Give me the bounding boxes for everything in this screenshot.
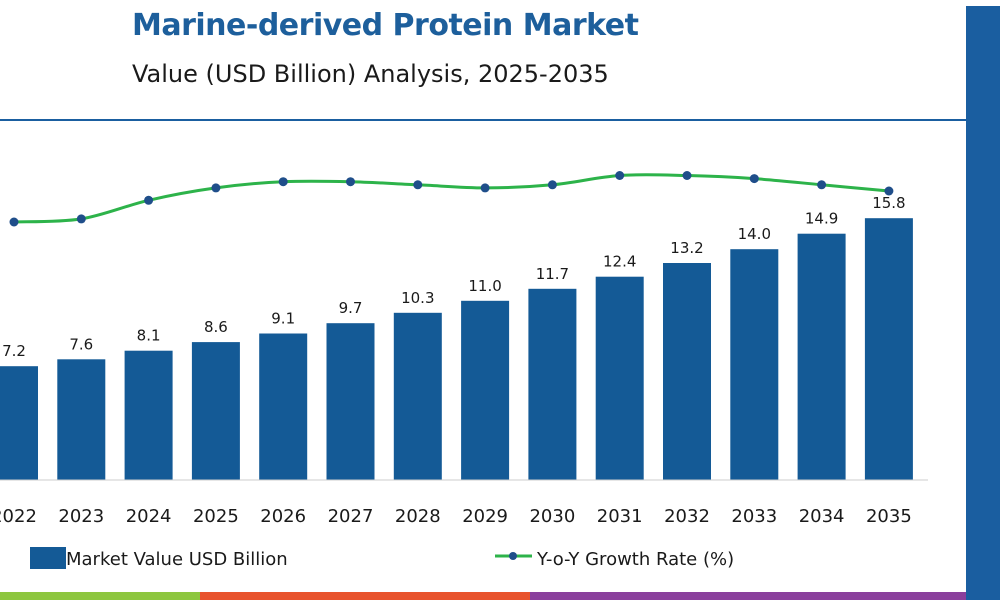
growth-point-2028 (413, 180, 423, 190)
x-tick-2028: 2028 (395, 506, 441, 527)
value-label-2035: 15.8 (872, 194, 905, 212)
bar-2024 (124, 350, 173, 480)
value-label-2022: 7.2 (2, 342, 26, 360)
bar-2025 (191, 342, 240, 480)
growth-rate-line (13, 173, 890, 224)
growth-point-2033 (749, 174, 759, 184)
growth-point-2022 (9, 217, 19, 227)
bar-2023 (57, 359, 106, 480)
growth-point-2035 (884, 186, 894, 196)
bar-2031 (595, 276, 644, 480)
bar-2030 (528, 288, 577, 480)
value-label-2025: 8.6 (204, 318, 228, 336)
x-tick-2034: 2034 (799, 506, 845, 527)
growth-point-2026 (278, 177, 288, 187)
growth-point-2032 (682, 171, 692, 180)
value-label-2030: 11.7 (536, 265, 569, 283)
x-tick-2035: 2035 (866, 506, 912, 527)
chart-subtitle: Value (USD Billion) Analysis, 2025-2035 (132, 60, 609, 88)
value-label-2027: 9.7 (339, 299, 363, 317)
bar-2028 (393, 312, 442, 480)
growth-point-2023 (76, 214, 86, 224)
value-label-2031: 12.4 (603, 253, 636, 271)
value-label-2028: 10.3 (401, 289, 434, 307)
growth-point-2029 (480, 183, 490, 193)
bar-2026 (259, 333, 308, 480)
x-tick-2032: 2032 (664, 506, 710, 527)
growth-point-2024 (144, 195, 154, 205)
bar-2027 (326, 323, 375, 480)
x-tick-2025: 2025 (193, 506, 239, 527)
value-label-2026: 9.1 (271, 310, 295, 328)
growth-point-2031 (615, 171, 625, 180)
x-tick-2026: 2026 (260, 506, 306, 527)
growth-point-2025 (211, 183, 221, 193)
bar-2022 (0, 366, 38, 480)
bar-2034 (797, 233, 846, 480)
value-label-2024: 8.1 (137, 327, 161, 345)
x-tick-2024: 2024 (126, 506, 172, 527)
legend-bar-label: Market Value USD Billion (66, 549, 288, 570)
bar-2029 (461, 300, 510, 480)
growth-point-2027 (346, 177, 355, 187)
bar-2035 (864, 218, 913, 480)
x-tick-2023: 2023 (58, 506, 104, 527)
footer-stripe-orange (200, 592, 530, 600)
value-label-2032: 13.2 (670, 239, 703, 257)
bar-2033 (730, 249, 779, 480)
x-tick-2027: 2027 (328, 506, 374, 527)
x-tick-2030: 2030 (529, 506, 575, 527)
legend-line-marker (509, 552, 517, 560)
bar-2032 (663, 263, 711, 480)
x-tick-2029: 2029 (462, 506, 508, 527)
value-label-2034: 14.9 (805, 210, 838, 228)
value-label-2033: 14.0 (738, 225, 771, 243)
side-panel (966, 6, 1000, 600)
value-label-2023: 7.6 (69, 335, 93, 353)
legend-line-label: Y-o-Y Growth Rate (%) (536, 549, 734, 570)
legend-bar-swatch (30, 547, 66, 569)
value-label-2029: 11.0 (468, 277, 501, 295)
chart-title: Marine-derived Protein Market (132, 8, 639, 43)
growth-point-2030 (547, 180, 557, 190)
footer-stripe-purple (530, 592, 966, 600)
x-tick-2022: 2022 (0, 506, 37, 527)
x-tick-2031: 2031 (597, 506, 643, 527)
growth-point-2034 (817, 180, 827, 190)
x-tick-2033: 2033 (731, 506, 777, 527)
footer-stripe-green (0, 592, 200, 600)
